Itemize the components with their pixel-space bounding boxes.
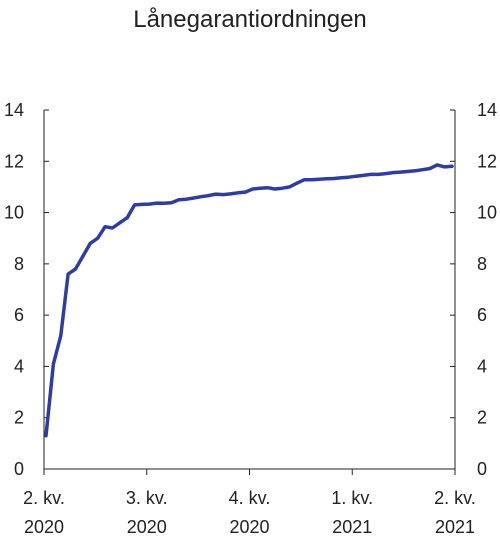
left-y-axis: 0 2 4 6 8 10 12 14: [4, 100, 49, 479]
x-tick-label-year: 2020: [24, 517, 64, 537]
series-layer: [44, 163, 454, 438]
x-tick-label-year: 2021: [332, 517, 372, 537]
x-tick-label-year: 2021: [435, 517, 475, 537]
y-tick-label-right: 6: [477, 305, 487, 325]
y-tick-label-right: 0: [477, 459, 487, 479]
x-tick-label-period: 2. kv.: [434, 488, 476, 508]
chart-title: Lånegarantiordningen: [133, 6, 367, 33]
y-tick-label-right: 4: [477, 356, 487, 376]
x-tick-label-period: 3. kv.: [126, 488, 168, 508]
x-tick-label-period: 1. kv.: [331, 488, 373, 508]
y-tick-label-left: 0: [14, 459, 24, 479]
x-tick-label-year: 2020: [229, 517, 269, 537]
y-tick-label-left: 10: [4, 203, 24, 223]
y-tick-label-right: 10: [477, 203, 497, 223]
y-tick-label-left: 6: [14, 305, 24, 325]
y-tick-label-left: 4: [14, 356, 24, 376]
right-y-axis: 0 2 4 6 8 10 12 14: [450, 100, 497, 479]
y-tick-label-right: 2: [477, 408, 487, 428]
x-tick-label-year: 2020: [127, 517, 167, 537]
y-tick-label-left: 8: [14, 254, 24, 274]
x-tick-label-period: 2. kv.: [23, 488, 65, 508]
y-tick-label-left: 12: [4, 151, 24, 171]
y-tick-label-left: 14: [4, 100, 24, 120]
y-tick-label-right: 8: [477, 254, 487, 274]
y-tick-label-left: 2: [14, 408, 24, 428]
y-tick-label-right: 12: [477, 151, 497, 171]
chart-axes: [43, 110, 456, 470]
x-tick-label-period: 4. kv.: [229, 488, 271, 508]
y-tick-label-right: 14: [477, 100, 497, 120]
series-line-0: [44, 163, 454, 438]
x-axis: 2. kv. 2020 3. kv. 2020 4. kv. 2020 1. kv. 2021…: [23, 469, 476, 537]
